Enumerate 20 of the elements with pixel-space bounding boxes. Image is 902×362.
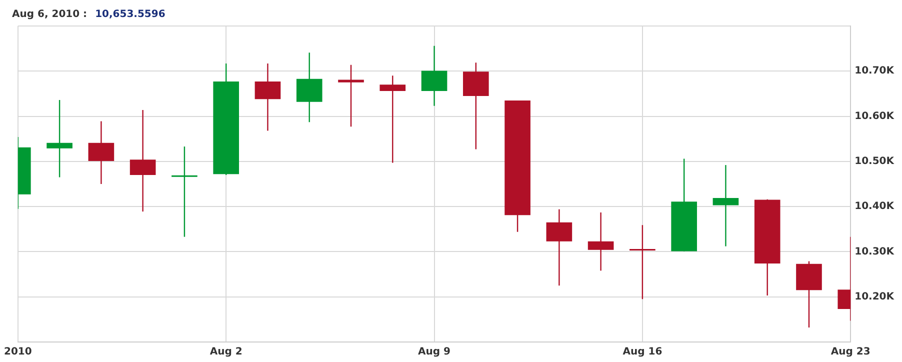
candlestick (380, 75, 406, 164)
candlestick (588, 212, 614, 272)
candlestick (712, 164, 739, 247)
x-tick-label: Aug 23 (830, 346, 870, 358)
y-tick-label: 10.30K (854, 246, 896, 258)
candlestick (630, 224, 656, 300)
y-tick-label: 10.20K (854, 291, 896, 302)
y-tick-label: 10.60K (854, 110, 896, 122)
y-tick-label: 10.50K (854, 156, 896, 168)
text: 10,653.5596 (95, 9, 166, 20)
y-tick-label: 10.40K (854, 201, 896, 212)
x-tick-label: Aug 2 (210, 346, 242, 358)
candlestick (46, 99, 72, 178)
y-tick-label: 10.70K (854, 66, 896, 77)
candlestick (172, 146, 198, 238)
x-tick-label: Aug 16 (622, 346, 662, 358)
text: Aug 6, 2010 : (12, 9, 88, 20)
candlestick (338, 64, 364, 128)
x-tick-label: 2010 (4, 346, 32, 358)
x-tick-label: Aug 9 (418, 346, 451, 358)
